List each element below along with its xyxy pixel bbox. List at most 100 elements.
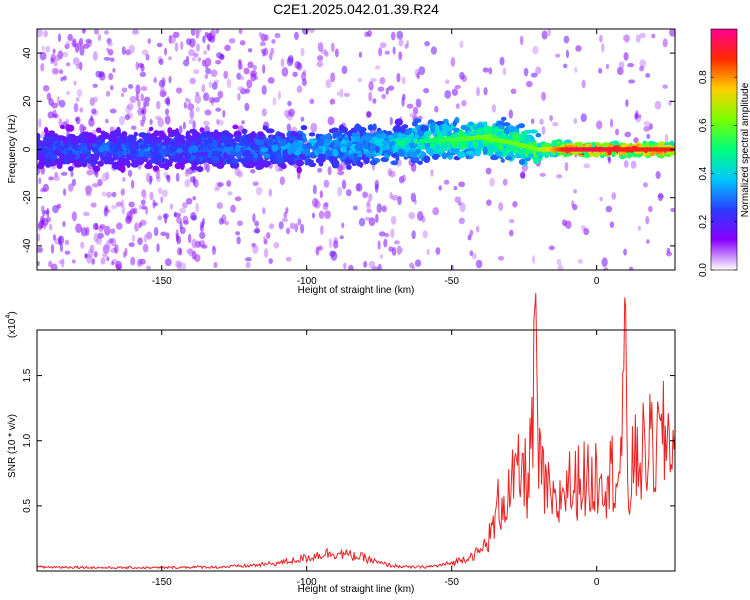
- spectrogram-cell: [156, 243, 160, 253]
- spectrogram-cell: [59, 154, 65, 160]
- spectrogram-cell: [662, 38, 668, 48]
- spectrogram-cell: [279, 176, 286, 186]
- spectrogram-cell: [394, 118, 404, 126]
- spectrogram-cell: [226, 78, 232, 89]
- spectrogram-cell: [372, 123, 377, 131]
- spectrogram-cell: [375, 145, 380, 154]
- spectrogram-cell: [135, 92, 139, 102]
- spectrogram-cell: [90, 161, 96, 168]
- spectrogram-cell: [285, 256, 292, 262]
- spectrogram-cell: [160, 231, 167, 237]
- spectrogram-cell: [254, 220, 260, 227]
- spectrogram-cell: [37, 140, 44, 147]
- spectrogram-cell: [605, 205, 613, 213]
- snr-y-multiplier-close: ): [7, 311, 18, 314]
- spectrogram-cell: [41, 45, 45, 51]
- spectrogram-cell: [135, 61, 140, 71]
- spectrogram-cell: [58, 69, 64, 75]
- spectrogram-cell: [398, 51, 403, 61]
- spectrogram-cell: [93, 96, 98, 103]
- spectrogram-cell: [625, 99, 629, 107]
- spectrogram-cell: [176, 247, 183, 256]
- spectrogram-cell: [134, 221, 140, 232]
- spectrogram-cell: [268, 258, 273, 264]
- spectrogram-cell: [215, 29, 220, 34]
- spectrogram-cell: [577, 141, 583, 148]
- spectrogram-cell: [163, 213, 168, 224]
- spectrogram-cell: [93, 232, 99, 243]
- spectrogram-cell: [311, 212, 316, 219]
- spectrogram-cell: [387, 85, 395, 91]
- spectrogram-cell: [213, 96, 220, 103]
- spectrogram-cell: [317, 42, 324, 53]
- spectrogram-cell: [453, 185, 458, 191]
- spectrogram-cell: [97, 178, 103, 187]
- spectrogram-cell: [112, 67, 116, 73]
- spectrogram-cell: [646, 239, 650, 244]
- spectrogram-cell: [270, 47, 275, 55]
- spectrogram-cell: [190, 29, 196, 36]
- spectrogram-cell: [52, 67, 59, 75]
- spectrogram-cell: [149, 191, 154, 201]
- spectrogram-cell: [262, 64, 266, 74]
- spectrogram-x-ticks: -150 -100 -50 0: [152, 29, 600, 287]
- spectrogram-cell: [219, 135, 229, 141]
- spectrogram-cell: [331, 127, 339, 132]
- spectrogram-cell: [108, 72, 114, 81]
- spectrogram-cell: [50, 57, 55, 64]
- spectrogram-cell: [301, 29, 309, 35]
- spectrogram-cell: [185, 97, 189, 103]
- spectrogram-cell: [500, 158, 505, 163]
- spectrogram-cell: [164, 115, 171, 125]
- spectrogram-cell: [415, 98, 422, 108]
- spectrogram-cell: [178, 125, 183, 134]
- spectrogram-cell: [266, 138, 273, 145]
- spectrogram-cell: [207, 150, 213, 155]
- spectrogram-cell: [430, 125, 436, 134]
- spectrogram-cell: [127, 169, 133, 178]
- spectrogram-cell: [391, 194, 399, 201]
- spectrogram-cell: [193, 178, 199, 188]
- snr-x-ticks: -150 -100 -50 0: [152, 330, 600, 588]
- spectrogram-cell: [201, 137, 206, 145]
- spectrogram-cell: [627, 62, 635, 68]
- spectrogram-cell: [639, 59, 647, 68]
- spectrogram-y-tick-label: 20: [22, 95, 33, 107]
- spectrogram-cell: [67, 33, 74, 42]
- spectrogram-cell: [250, 169, 256, 174]
- spectrogram-cell: [428, 149, 434, 157]
- spectrogram-cell: [86, 190, 91, 196]
- spectrogram-cell: [86, 144, 94, 151]
- spectrogram-cell: [157, 130, 165, 136]
- spectrogram-cell: [459, 71, 465, 80]
- spectrogram-cell: [548, 245, 555, 251]
- spectrogram-cell: [519, 35, 524, 46]
- spectrogram-cell: [512, 201, 518, 208]
- spectrogram-cell: [474, 148, 482, 157]
- spectrogram-cell: [111, 204, 118, 210]
- spectrogram-cell: [596, 120, 603, 130]
- snr-y-tick-label: 1.0: [22, 433, 33, 447]
- spectrogram-cell: [458, 181, 466, 188]
- spectrogram-cell: [165, 108, 170, 116]
- spectrogram-cell: [53, 60, 58, 67]
- spectrogram-cell: [48, 176, 54, 181]
- spectrogram-cell: [521, 135, 526, 143]
- spectrogram-cell: [79, 133, 85, 142]
- spectrogram-cell: [458, 132, 466, 138]
- spectrogram-cell: [438, 185, 442, 191]
- spectrogram-cell: [486, 151, 494, 156]
- spectrogram-cell: [164, 47, 168, 56]
- spectrogram-cell: [43, 222, 47, 230]
- spectrogram-cell: [583, 227, 590, 236]
- spectrogram-cell: [368, 81, 374, 91]
- spectrogram-cell: [187, 98, 192, 106]
- spectrogram-cell: [328, 238, 333, 249]
- spectrogram-cell: [367, 124, 374, 131]
- spectrogram-cell: [639, 32, 646, 39]
- spectrogram-cell: [153, 202, 158, 207]
- spectrogram-cell: [70, 170, 74, 178]
- spectrogram-cell: [86, 254, 92, 264]
- spectrogram-cell: [203, 50, 208, 55]
- spectrogram-cell: [286, 57, 294, 67]
